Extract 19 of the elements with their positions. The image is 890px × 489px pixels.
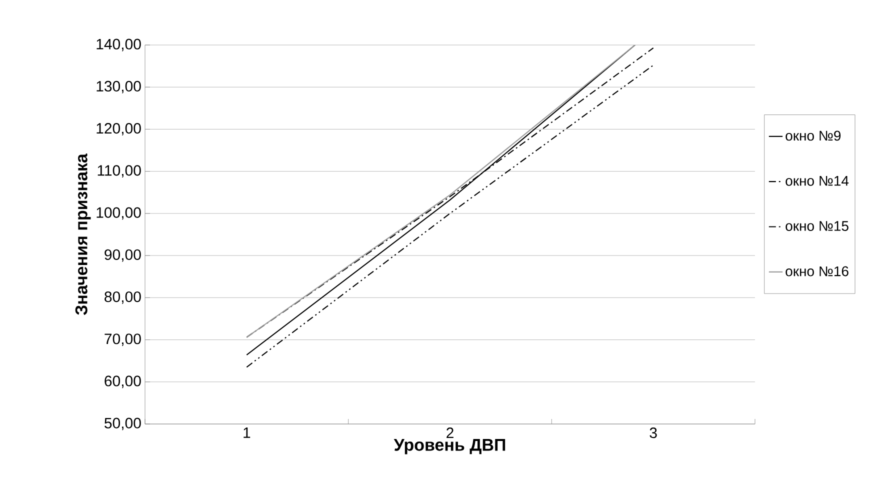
x-tick-label: 2 bbox=[446, 428, 454, 438]
legend-label: окно №16 bbox=[786, 266, 848, 276]
legend-label: окно №15 bbox=[786, 221, 848, 231]
legend-label: окно №9 bbox=[786, 130, 841, 141]
y-tick-label: 70,00 bbox=[104, 334, 141, 346]
y-tick-label: 50,00 bbox=[104, 418, 141, 430]
y-tick-label: 140,00 bbox=[96, 38, 141, 52]
x-tick-label: 3 bbox=[650, 428, 657, 438]
legend-label: окно №14 bbox=[786, 176, 849, 186]
y-tick-label: 60,00 bbox=[104, 376, 141, 388]
y-tick-label: 90,00 bbox=[104, 249, 141, 262]
y-tick-label: 80,00 bbox=[104, 291, 141, 304]
y-tick-label: 120,00 bbox=[96, 123, 141, 136]
x-tick-label: 1 bbox=[244, 428, 250, 438]
y-tick-label: 130,00 bbox=[96, 80, 141, 94]
y-axis-title: Значения признака bbox=[75, 153, 91, 316]
y-tick-label: 100,00 bbox=[96, 207, 141, 220]
x-axis-title: Уровень ДВП bbox=[394, 439, 506, 454]
y-tick-label: 110,00 bbox=[98, 165, 141, 178]
